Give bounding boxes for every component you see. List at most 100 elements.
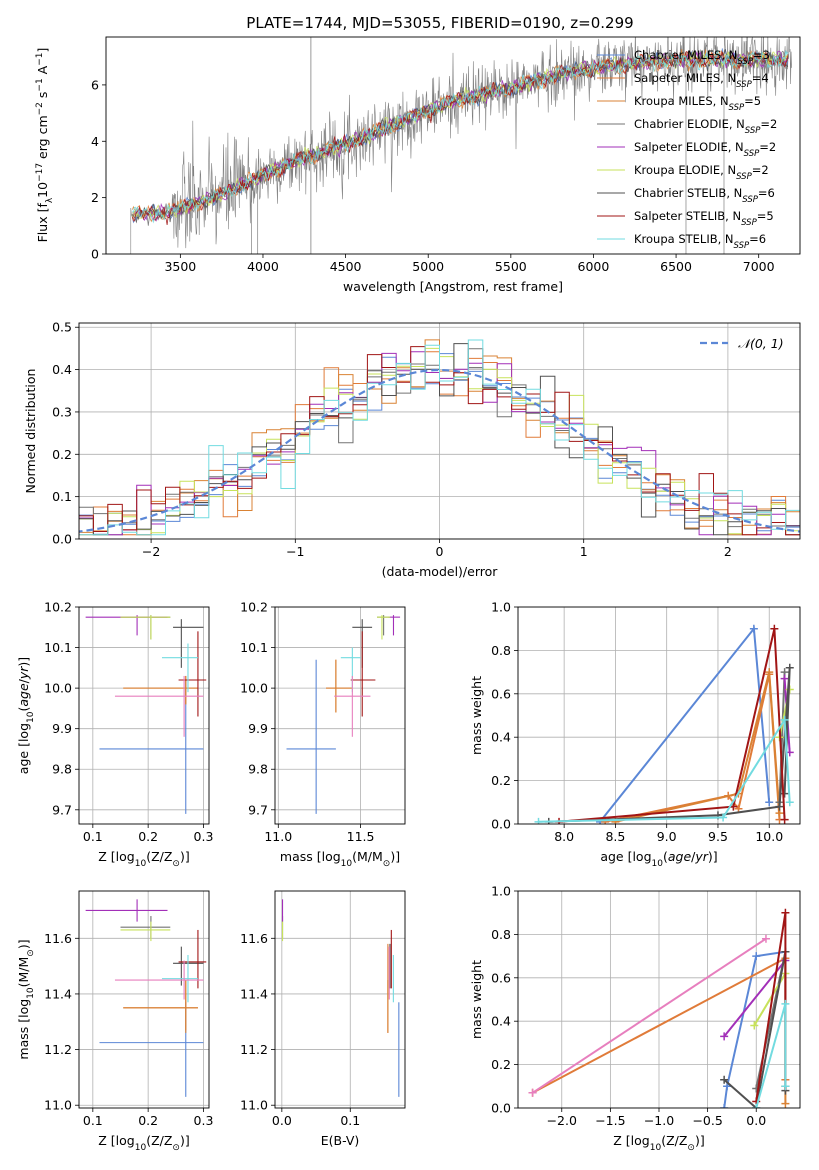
legend-entry: Salpeter MILES, NSSP=4 bbox=[634, 71, 769, 90]
errorbar-salpeter-stelib bbox=[178, 631, 207, 717]
panel-mass-vs-EBV: 0.0 0.1 11.0 11.2 11.4 11.6 E(B-V) bbox=[240, 890, 406, 1148]
x-tick-label: 6000 bbox=[578, 259, 610, 274]
y-tick-label: 10.0 bbox=[44, 681, 72, 696]
y-tick-label: 0.8 bbox=[491, 927, 511, 942]
y-tick-label: 0.4 bbox=[52, 362, 72, 377]
x-tick-label: 0.0 bbox=[746, 1113, 766, 1128]
panel-weight-vs-Z: −2.0 −1.5 −1.0 −0.5 0.0 0.0 0.2 0.4 0.6 0.8 1.0 Z [… bbox=[469, 884, 801, 1153]
weight-line-pink bbox=[532, 937, 767, 1094]
errorbar-salpeter-elodie bbox=[388, 615, 401, 636]
legend-entry: Kroupa STELIB, NSSP=6 bbox=[634, 232, 766, 251]
weight-marker bbox=[785, 663, 794, 672]
y-tick-label: 9.7 bbox=[52, 802, 72, 817]
errorbar-kroupa-elodie bbox=[120, 615, 171, 640]
y-tick-label: 11.0 bbox=[44, 1098, 72, 1113]
x-tick-label: −1 bbox=[286, 544, 304, 559]
weight-marker bbox=[780, 674, 789, 683]
plot-area-weight-vs-age bbox=[518, 607, 800, 824]
y-tick-label: 0.2 bbox=[491, 1057, 511, 1072]
x-tick-label: 0.1 bbox=[83, 1113, 103, 1128]
errorbar-pink bbox=[334, 675, 371, 737]
x-tick-label: 2 bbox=[724, 544, 732, 559]
x-tick-label: 1 bbox=[580, 544, 588, 559]
errorbar-chabrier-miles bbox=[99, 680, 204, 814]
panel-age-vs-Z: 0.1 0.2 0.3 9.7 9.8 9.9 10.0 10.1 10.2 Z [log10(Z… bbox=[16, 600, 213, 870]
x-tick-label: 11.0 bbox=[264, 829, 292, 844]
weight-marker bbox=[765, 798, 774, 807]
y-tick-label: 6 bbox=[91, 77, 99, 92]
y-tick-label: 9.9 bbox=[52, 721, 72, 736]
weight-marker bbox=[720, 1032, 729, 1041]
x-axis-label: wavelength [Angstrom, rest frame] bbox=[343, 279, 563, 294]
y-tick-label: 9.8 bbox=[248, 762, 268, 777]
y-tick-label: 0.4 bbox=[491, 730, 511, 745]
weight-marker bbox=[780, 789, 789, 798]
x-tick-label: 5000 bbox=[412, 259, 444, 274]
y-tick-label: 0.2 bbox=[52, 447, 72, 462]
y-axis-label: mass weight bbox=[469, 676, 484, 755]
x-tick-label: −0.5 bbox=[692, 1113, 722, 1128]
x-axis-label: (data-model)/error bbox=[382, 564, 499, 579]
weight-marker bbox=[781, 1082, 790, 1091]
axes-frame bbox=[517, 606, 801, 825]
y-tick-label: 10.1 bbox=[44, 640, 72, 655]
weight-line-kroupa-stelib bbox=[538, 716, 791, 823]
model-spectrum-salpeter-stelib bbox=[132, 50, 789, 225]
x-tick-label: 0.2 bbox=[138, 829, 158, 844]
axes-frame bbox=[78, 322, 801, 540]
errorbar-kroupa-miles bbox=[326, 659, 353, 713]
panel-age-vs-mass: 11.0 11.5 9.7 9.8 9.9 10.0 10.1 10.2 mass [log10… bbox=[240, 600, 406, 869]
x-axis-label: age [log10(age/yr)] bbox=[600, 849, 717, 869]
axes-frame bbox=[274, 606, 406, 825]
y-tick-label: 0.6 bbox=[491, 686, 511, 701]
figure-title: PLATE=1744, MJD=53055, FIBERID=0190, z=0… bbox=[246, 14, 633, 32]
errorbar-chabrier-elodie bbox=[120, 615, 171, 640]
x-tick-label: 4500 bbox=[330, 259, 362, 274]
x-tick-label: 0 bbox=[436, 544, 444, 559]
weight-line-chabrier-miles bbox=[599, 626, 771, 823]
panel-weight-vs-age: 8.0 8.5 9.0 9.5 10.0 0.0 0.2 0.4 0.6 0.8 1.0 age [l… bbox=[469, 600, 801, 869]
weight-marker bbox=[770, 624, 779, 633]
x-tick-label: −2.0 bbox=[547, 1113, 577, 1128]
y-tick-label: 0.0 bbox=[52, 532, 72, 547]
y-axis-label: Normed distribution bbox=[23, 369, 38, 494]
plot-area-age-vs-Z bbox=[79, 607, 209, 824]
weight-marker bbox=[720, 1075, 729, 1084]
weight-marker bbox=[781, 1099, 790, 1108]
y-tick-label: 10.1 bbox=[240, 640, 268, 655]
weight-marker bbox=[752, 952, 761, 961]
y-axis-label: age [log10(age/yr)] bbox=[16, 657, 36, 774]
weight-marker bbox=[534, 817, 543, 824]
y-tick-label: 11.4 bbox=[240, 986, 268, 1001]
x-tick-label: −1.0 bbox=[644, 1113, 674, 1128]
y-tick-label: 1.0 bbox=[491, 884, 511, 899]
x-tick-label: 0.1 bbox=[83, 829, 103, 844]
y-tick-label: 0.0 bbox=[491, 817, 511, 832]
normal-reference-curve bbox=[79, 368, 800, 533]
y-tick-label: 0 bbox=[91, 247, 99, 262]
y-tick-label: 0.0 bbox=[491, 1101, 511, 1116]
errorbar-kroupa-elodie bbox=[120, 921, 171, 942]
weight-marker bbox=[780, 815, 789, 824]
errorbar-salpeter-stelib bbox=[350, 631, 376, 717]
y-tick-label: 9.8 bbox=[52, 762, 72, 777]
x-tick-label: 11.5 bbox=[347, 829, 375, 844]
model-spectrum-salpeter-elodie bbox=[132, 50, 789, 222]
legend-entry: 𝒩(0, 1) bbox=[738, 336, 784, 351]
x-tick-label: 7000 bbox=[743, 259, 775, 274]
x-tick-label: 4000 bbox=[247, 259, 279, 274]
weight-marker bbox=[720, 1104, 729, 1108]
axes-frame bbox=[105, 36, 801, 255]
x-axis-label: E(B-V) bbox=[321, 1133, 360, 1148]
y-tick-label: 0.6 bbox=[491, 970, 511, 985]
weight-line-salpeter-miles bbox=[604, 674, 781, 823]
y-tick-label: 9.7 bbox=[248, 802, 268, 817]
y-tick-label: 0.1 bbox=[52, 489, 72, 504]
weight-marker bbox=[761, 934, 770, 943]
y-tick-label: 2 bbox=[91, 190, 99, 205]
weight-marker bbox=[750, 1021, 759, 1030]
x-tick-label: 8.0 bbox=[554, 829, 574, 844]
errorbar-kroupa-stelib bbox=[340, 647, 361, 693]
plot-area-mass-vs-EBV bbox=[275, 891, 405, 1108]
weight-marker bbox=[765, 668, 774, 677]
